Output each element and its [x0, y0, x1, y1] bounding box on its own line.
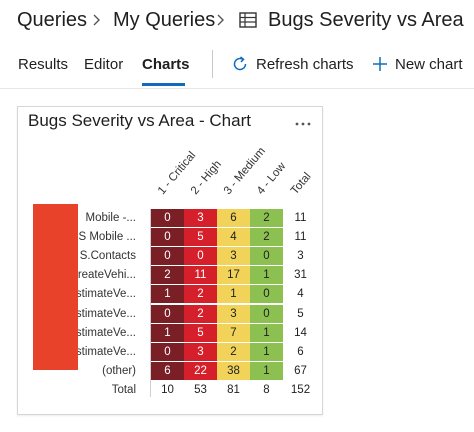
pivot-cell: 11 [184, 266, 217, 285]
plus-icon [373, 57, 387, 71]
row-total-cell: 67 [294, 364, 307, 377]
refresh-icon [233, 56, 247, 71]
pivot-cell: 2 [184, 285, 217, 304]
total-cell: 152 [290, 383, 311, 396]
column-header: 4 - Low [254, 160, 289, 197]
total-cell: 81 [227, 383, 240, 396]
pivot-cell: 0 [151, 228, 184, 247]
pivot-cell: 1 [151, 323, 184, 342]
pivot-cell: 3 [217, 247, 250, 266]
row-label: stimateVe... [75, 307, 136, 320]
pivot-cell: 2 [217, 342, 250, 361]
row-total-cell: 3 [297, 250, 304, 263]
chart-title: Bugs Severity vs Area - Chart [28, 111, 251, 130]
breadcrumb: Queries My Queries Bugs Severity vs Area [0, 0, 474, 40]
row-total-cell: 11 [294, 231, 307, 244]
row-label: Mobile -... [85, 212, 137, 224]
pivot-cell: 0 [151, 247, 184, 266]
tab-bar: Results Editor Charts Refresh charts New… [0, 42, 474, 89]
ellipsis-icon[interactable] [294, 121, 312, 127]
pivot-cell: 1 [217, 285, 250, 304]
row-total-cell: 11 [294, 212, 307, 224]
row-label: S Mobile ... [78, 231, 136, 244]
pivot-cell: 0 [250, 285, 283, 304]
pivot-cell: 5 [184, 228, 217, 247]
pivot-cell: 1 [250, 266, 283, 285]
pivot-cell: 1 [151, 285, 184, 304]
pivot-cell: 2 [151, 266, 184, 285]
pivot-cell: 7 [217, 323, 250, 342]
row-label: (other) [102, 364, 136, 377]
pivot-cell: 6 [217, 209, 250, 227]
pivot-cell: 0 [151, 304, 184, 323]
column-header: 2 - High [188, 158, 224, 197]
pivot-cell: 17 [217, 266, 250, 285]
pivot-cell: 1 [250, 323, 283, 342]
chevron-right-icon [93, 14, 100, 26]
pivot-cell: 0 [151, 209, 184, 227]
tab-charts[interactable]: Charts [142, 56, 190, 73]
pivot-cell: 0 [250, 304, 283, 323]
row-total-cell: 6 [297, 345, 304, 358]
new-chart-label: New chart [395, 56, 463, 73]
total-cell: 8 [263, 383, 270, 396]
totals-row-label: Total [111, 383, 136, 396]
pivot-cell: 1 [250, 342, 283, 361]
table-icon [239, 12, 257, 28]
pivot-table: 1 - Critical 2 - High 3 - Medium 4 - Low Tot… [18, 107, 322, 414]
redaction-overlay [33, 204, 78, 370]
total-cell: 53 [194, 383, 207, 396]
pivot-cell: 3 [184, 342, 217, 361]
chart-card[interactable]: Bugs Severity vs Area - Chart 1 - Critic… [17, 106, 323, 415]
row-label: reateVehi... [77, 269, 136, 282]
pivot-cell: 22 [184, 361, 217, 380]
pivot-cell: 0 [184, 247, 217, 266]
pivot-cell: 0 [151, 342, 184, 361]
row-label: S.Contacts [79, 250, 136, 263]
pivot-cell: 38 [217, 361, 250, 380]
totals-divider [150, 209, 151, 397]
total-cell: 10 [161, 383, 174, 396]
row-total-cell: 4 [297, 288, 304, 301]
row-total-cell: 31 [294, 269, 307, 282]
row-label: stimateVe... [75, 288, 136, 301]
pivot-cell: 1 [250, 361, 283, 380]
refresh-charts-label: Refresh charts [256, 56, 354, 73]
pivot-cell: 2 [250, 209, 283, 227]
toolbar-divider [212, 50, 213, 78]
column-header: Total [288, 170, 314, 197]
pivot-cell: 5 [184, 323, 217, 342]
breadcrumb-my-queries-link[interactable]: My Queries [113, 9, 216, 31]
active-tab-indicator [142, 83, 185, 86]
pivot-cell: 2 [250, 228, 283, 247]
row-label: stimateVe... [75, 326, 136, 339]
breadcrumb-queries-link[interactable]: Queries [17, 9, 88, 31]
tab-results[interactable]: Results [18, 56, 69, 73]
pivot-cell: 3 [217, 304, 250, 323]
query-title: Bugs Severity vs Area [268, 9, 464, 31]
row-total-cell: 5 [297, 307, 304, 320]
pivot-cell: 6 [151, 361, 184, 380]
pivot-cell: 2 [184, 304, 217, 323]
pivot-cell: 3 [184, 209, 217, 227]
chevron-right-icon [217, 14, 224, 26]
pivot-cell: 0 [250, 247, 283, 266]
row-label: stimateVe... [75, 345, 136, 358]
pivot-cell: 4 [217, 228, 250, 247]
tab-editor[interactable]: Editor [84, 56, 124, 73]
row-total-cell: 14 [294, 326, 307, 339]
